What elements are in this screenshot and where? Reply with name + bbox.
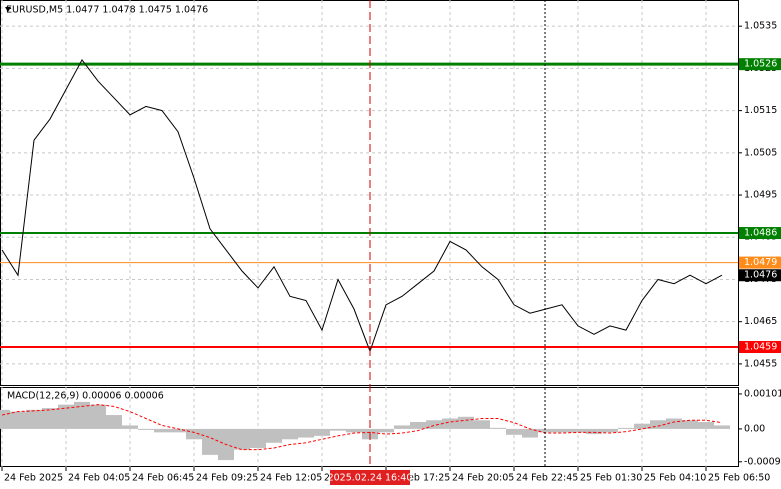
histogram-bar	[506, 428, 522, 435]
x-tick-label: 24 Feb 17:25	[388, 473, 450, 484]
histogram-bar	[202, 428, 218, 455]
histogram-bar	[122, 425, 138, 429]
level-label: 1.0526	[744, 59, 777, 70]
histogram-bar	[618, 427, 634, 429]
level-label-box	[739, 256, 781, 269]
x-tick-label: 24 Feb 04:05	[68, 473, 130, 484]
y-tick-label: 1.0505	[744, 147, 777, 158]
level-label: 1.0459	[744, 342, 777, 353]
histogram-bar	[314, 428, 330, 436]
histogram-bar	[538, 428, 554, 433]
level-label-box	[739, 269, 781, 282]
macd-title: MACD(12,26,9) 0.00006 0.00006	[7, 391, 164, 402]
y-tick-label: 0.00	[744, 423, 765, 434]
x-tick-label: 24 Feb 09:25	[196, 473, 258, 484]
y-tick-label: 0.00101	[744, 388, 781, 399]
histogram-bar	[714, 425, 730, 429]
histogram-bar	[74, 401, 90, 429]
histogram-bar	[250, 428, 266, 448]
histogram-bar	[650, 420, 666, 429]
level-label: 1.0486	[744, 228, 777, 239]
level-label-box	[739, 227, 781, 240]
histogram-bar	[266, 428, 282, 443]
y-tick-label: 1.0495	[744, 190, 777, 201]
histogram-bar	[394, 425, 410, 429]
histogram-bar	[586, 428, 602, 435]
crosshair-box	[330, 470, 410, 485]
y-tick-label: 1.0535	[744, 21, 777, 32]
histogram-bar	[154, 428, 170, 433]
histogram-bar	[458, 416, 474, 429]
x-tick-label: 25 Feb 04:10	[644, 473, 706, 484]
x-tick-label: 24 Feb 06:45	[132, 473, 194, 484]
histogram-bar	[106, 415, 122, 429]
histogram-bar	[346, 428, 362, 433]
histogram-bar	[522, 428, 538, 438]
chart-title: EURUSD,M5 1.0477 1.0478 1.0475 1.0476	[6, 5, 208, 16]
price-line	[1, 59, 723, 353]
histogram-bar	[282, 428, 298, 440]
title-icon	[5, 7, 11, 12]
x-tick-label: 24 Feb 22:45	[516, 473, 578, 484]
histogram-bar	[474, 420, 490, 429]
histogram-bar	[58, 404, 74, 429]
histogram-bar	[42, 408, 58, 429]
x-tick-label: 24 Feb 12:05	[260, 473, 322, 484]
level-label: 1.0479	[744, 257, 777, 268]
histogram-bar	[330, 428, 346, 431]
histogram-bar	[138, 428, 154, 430]
signal-line	[1, 404, 723, 451]
histogram-bar	[442, 418, 458, 429]
histogram-bar	[26, 409, 42, 429]
crosshair-label: 2025.02.24 16:40	[328, 473, 413, 484]
level-label: 1.0476	[744, 270, 777, 281]
histogram-bar	[234, 428, 250, 450]
y-tick-label: 1.0515	[744, 105, 777, 116]
histogram-bar	[378, 428, 394, 433]
histogram-bar	[554, 428, 570, 433]
histogram-bar	[570, 428, 586, 433]
histogram-bar	[602, 428, 618, 433]
histogram-bar	[698, 421, 714, 429]
histogram-bar	[634, 423, 650, 429]
x-tick-label: 25 Feb 06:50	[708, 473, 770, 484]
histogram-bar	[426, 420, 442, 429]
x-tick-label: 24 Feb 2025	[4, 473, 63, 484]
x-tick-label: 24 Feb 20:05	[452, 473, 514, 484]
histogram-bar	[10, 411, 26, 429]
y-tick-label: 1.0465	[744, 316, 777, 327]
histogram-bar	[490, 427, 506, 429]
y-tick-label: -0.00095	[744, 456, 781, 467]
histogram-bar	[170, 428, 186, 433]
histogram-bar	[666, 418, 682, 429]
histogram-bar	[90, 404, 106, 429]
histogram-bar	[186, 428, 202, 440]
histogram-bar	[410, 421, 426, 429]
y-tick-label: 1.0455	[744, 358, 777, 369]
level-label-box	[739, 341, 781, 354]
histogram-bar	[682, 420, 698, 429]
level-label-box	[739, 58, 781, 71]
histogram-bar	[298, 428, 314, 438]
x-tick-label: 25 Feb 01:30	[580, 473, 642, 484]
histogram-bar	[0, 409, 10, 429]
